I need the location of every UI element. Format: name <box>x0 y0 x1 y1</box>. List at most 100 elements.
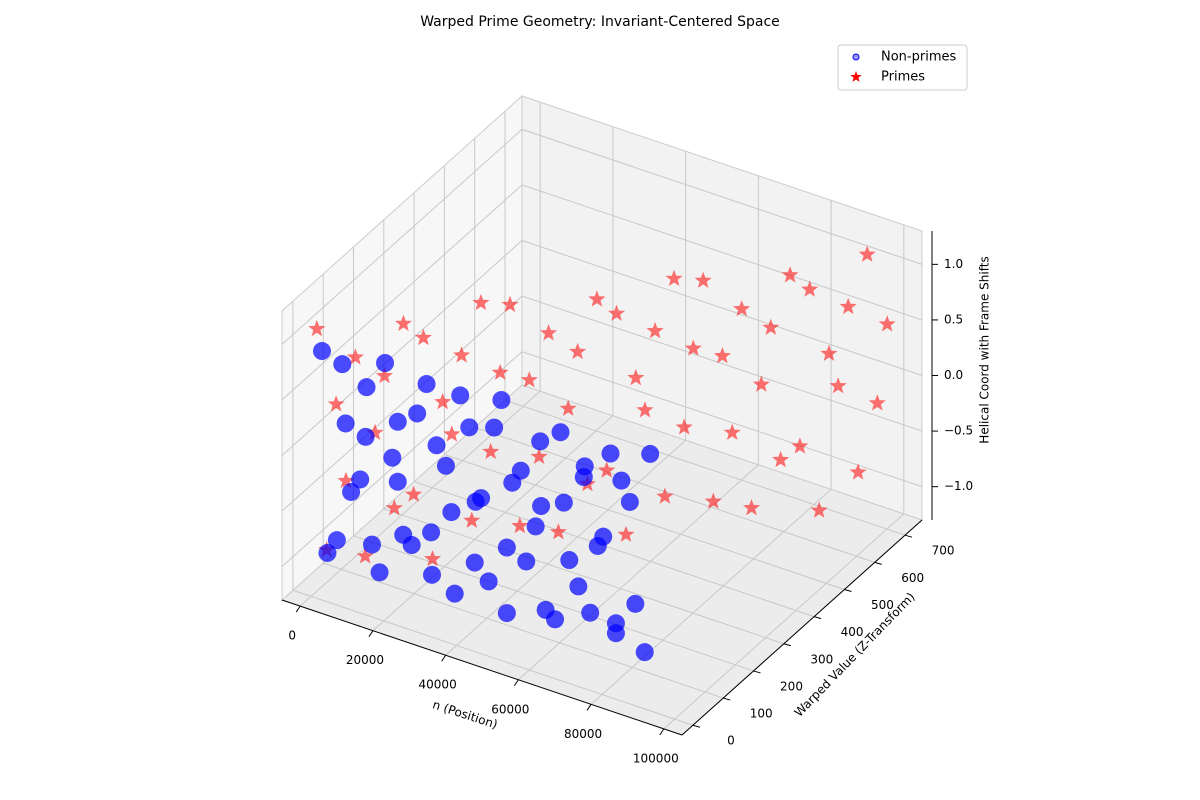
nonprime-point <box>581 603 600 622</box>
z-tick-label: 0.5 <box>944 312 963 326</box>
prime-point <box>858 245 876 262</box>
z-tick-label: −1.0 <box>944 479 973 493</box>
grid-line <box>299 102 541 607</box>
prime-point <box>627 368 645 386</box>
x-tick <box>513 679 519 687</box>
grid-line <box>518 175 759 681</box>
prime-point <box>636 401 654 418</box>
nonprime-point <box>479 572 498 591</box>
prime-point <box>608 304 626 321</box>
z-tick-label: 1.0 <box>944 257 963 271</box>
prime-point <box>549 523 567 540</box>
nonprime-point <box>451 386 470 405</box>
prime-point <box>472 293 490 311</box>
grid-line <box>443 165 845 590</box>
y-tick-label: 500 <box>871 598 894 612</box>
grid-line <box>445 151 687 656</box>
nonprime-point <box>376 353 395 372</box>
nonprime-point <box>445 584 464 603</box>
x-tick-label: 0 <box>288 629 296 643</box>
prime-point <box>675 418 693 435</box>
chart-title: Warped Prime Geometry: Invariant-Centere… <box>420 14 780 30</box>
prime-point <box>414 328 432 346</box>
prime-point <box>405 485 423 502</box>
nonprime-point <box>327 531 346 550</box>
grid-line <box>413 192 815 618</box>
prime-point <box>762 318 780 335</box>
nonprime-point <box>612 471 631 490</box>
nonprime-point <box>408 404 427 423</box>
prime-point <box>337 471 355 489</box>
prime-point <box>588 290 606 307</box>
x-tick-label: 100000 <box>633 751 679 765</box>
y-tick-label: 0 <box>727 734 735 748</box>
nonprime-point <box>460 418 479 437</box>
grid-line <box>590 200 832 705</box>
prime-point <box>829 377 847 394</box>
grid-line <box>663 224 905 730</box>
prime-point <box>375 366 393 384</box>
legend-label: Primes <box>881 70 925 85</box>
nonprime-point <box>503 473 522 492</box>
y-tick-label: 200 <box>780 679 803 693</box>
prime-point <box>434 393 452 410</box>
prime-point <box>443 425 461 442</box>
prime-point <box>820 344 838 361</box>
nonprime-point <box>551 423 570 442</box>
y-tick <box>723 697 731 701</box>
grid-line <box>322 274 724 699</box>
nonprime-point <box>560 551 579 570</box>
x-tick <box>659 728 665 736</box>
grid-line <box>281 351 923 568</box>
y-tick <box>904 534 913 538</box>
prime-point <box>781 266 799 283</box>
nonprime-point <box>370 563 389 582</box>
x-tick <box>441 654 447 662</box>
prime-point <box>559 399 577 416</box>
prime-point <box>394 314 412 331</box>
x-tick <box>295 605 301 613</box>
nonprime-point <box>601 444 620 463</box>
prime-point <box>385 499 403 516</box>
x-tick <box>368 630 374 637</box>
prime-point <box>752 375 770 392</box>
nonprime-point <box>442 503 461 522</box>
prime-point <box>308 319 326 337</box>
prime-point <box>530 447 548 464</box>
prime-point <box>569 342 587 360</box>
nonprime-point <box>388 412 407 431</box>
nonprime-point <box>427 436 446 455</box>
y-tick-label: 700 <box>932 544 955 558</box>
prime-point <box>743 499 761 516</box>
x-tick-label: 60000 <box>491 702 529 716</box>
legend-label: Non-primes <box>881 50 956 65</box>
prime-point <box>366 423 384 441</box>
nonprime-point <box>574 468 593 487</box>
nonprime-point <box>554 493 573 512</box>
y-tick <box>813 616 822 620</box>
nonprime-point <box>626 594 645 613</box>
nonprime-point <box>531 432 550 451</box>
prime-point <box>849 463 867 480</box>
y-tick-label: 300 <box>810 652 833 666</box>
series-star <box>308 245 896 567</box>
y-tick-label: 600 <box>901 571 924 585</box>
grid-line <box>281 128 923 345</box>
nonprime-point <box>594 527 613 546</box>
nonprime-point <box>388 472 407 491</box>
x-axis <box>281 599 683 736</box>
prime-point <box>723 423 741 440</box>
prime-point <box>839 297 857 315</box>
prime-point <box>540 324 558 341</box>
nonprime-point <box>394 525 413 544</box>
nonprime-point <box>356 427 375 446</box>
nonprime-point <box>536 600 555 619</box>
prime-point <box>520 371 538 388</box>
nonprime-point <box>422 523 441 542</box>
prime-point <box>810 501 828 518</box>
nonprime-point <box>497 538 516 557</box>
prime-point <box>511 516 529 534</box>
x-tick-label: 80000 <box>564 727 602 741</box>
y-tick <box>874 561 882 565</box>
z-tick-label: 0.0 <box>944 368 963 382</box>
